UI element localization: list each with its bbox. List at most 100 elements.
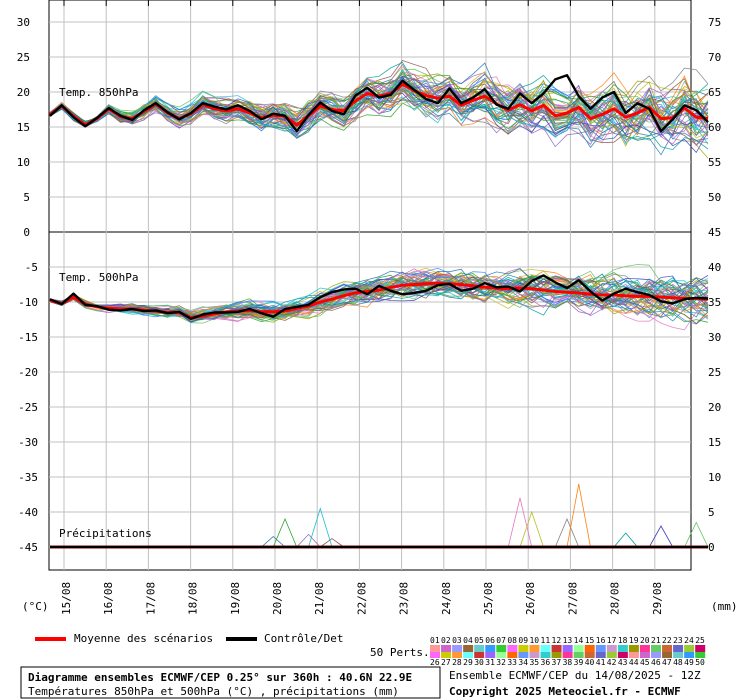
panel-label-850: Temp. 850hPa	[59, 86, 138, 99]
pert-swatch	[540, 652, 551, 658]
pert-number: 01	[430, 636, 440, 645]
pert-number: 21	[651, 636, 661, 645]
pert-number: 43	[618, 658, 628, 667]
perturbation-line	[49, 273, 709, 325]
pert-swatch	[617, 652, 628, 658]
pert-number: 27	[441, 658, 451, 667]
pert-number: 32	[496, 658, 506, 667]
pert-swatch	[673, 652, 684, 658]
pert-swatch	[474, 652, 485, 658]
x-tick-label: 17/08	[144, 582, 157, 615]
axis-ticks: 15/08 16/08 17/08 18/08 19/08 20/08 21/08 22/08…	[17, 0, 721, 615]
y-right-tick-label: 35	[708, 296, 721, 309]
pert-number: 30	[474, 658, 484, 667]
x-tick-label: 27/08	[566, 582, 579, 615]
pert-swatch	[441, 645, 452, 652]
info-subtitle: Températures 850hPa et 500hPa (°C) , pré…	[28, 685, 399, 698]
pert-number: 03	[452, 636, 462, 645]
precip-perturbation-spike	[648, 525, 674, 548]
pert-swatch	[584, 645, 595, 652]
y-left-tick-label: -15	[18, 331, 38, 344]
perturbation-color-grid: 01 02 03 04 05 06 07 08 09 10 11 12 13 14 15 16 17 18 19 20…	[430, 636, 706, 667]
pert-swatch	[551, 652, 562, 658]
perturbation-line	[49, 77, 709, 151]
pert-number: 11	[541, 636, 551, 645]
pert-swatch	[496, 645, 507, 652]
y-left-tick-label: -40	[18, 506, 38, 519]
pert-swatch	[651, 645, 661, 652]
x-tick-label: 25/08	[482, 582, 495, 615]
pert-swatch	[684, 645, 695, 652]
panel-label-500: Temp. 500hPa	[59, 271, 138, 284]
y-right-tick-label: 20	[708, 401, 721, 414]
pert-number: 35	[529, 658, 539, 667]
pert-number: 20	[640, 636, 650, 645]
y-left-tick-label: 20	[17, 86, 30, 99]
y-right-tick-label: 15	[708, 436, 721, 449]
pert-number: 39	[574, 658, 584, 667]
pert-number: 29	[463, 658, 473, 667]
pert-swatch	[651, 652, 661, 658]
perturbation-line	[49, 86, 709, 134]
panel-label-precip: Précipitations	[59, 527, 152, 540]
y-right-tick-label: 60	[708, 121, 721, 134]
perturbation-line	[49, 84, 709, 148]
precip-perturbation-spike	[507, 497, 533, 548]
pert-swatch	[540, 645, 551, 652]
pert-number: 36	[541, 658, 551, 667]
pert-swatch	[518, 652, 529, 658]
pert-number: 06	[485, 636, 495, 645]
pert-swatch	[595, 652, 606, 658]
pert-swatch	[562, 652, 573, 658]
pert-number: 08	[507, 636, 517, 645]
y-right-tick-label: 30	[708, 331, 721, 344]
precip-perturbation-spike	[296, 533, 321, 548]
pert-number: 16	[596, 636, 606, 645]
lower-panel-frame	[48, 231, 692, 571]
y-left-tick-label: -35	[18, 471, 38, 484]
precip-perturbation-spike	[272, 517, 298, 548]
y-left-tick-label: -45	[18, 541, 38, 554]
precip-perturbation-spike	[554, 517, 580, 548]
precip-perturbation-spike	[566, 483, 591, 548]
pert-swatch	[573, 652, 584, 658]
pert-swatch	[496, 652, 507, 658]
pert-number: 07	[496, 636, 506, 645]
precip-perturbation-spike	[519, 510, 544, 548]
pert-number: 18	[618, 636, 628, 645]
legend-perts-label: 50 Perts.	[370, 646, 430, 659]
x-tick-label: 19/08	[229, 582, 242, 615]
pert-swatch	[507, 645, 518, 652]
pert-number: 02	[441, 636, 451, 645]
y-right-tick-label: 25	[708, 366, 721, 379]
y-left-tick-label: -10	[18, 296, 38, 309]
pert-swatch	[628, 652, 639, 658]
pert-number: 48	[673, 658, 683, 667]
pert-number: 41	[596, 658, 606, 667]
pert-number: 04	[463, 636, 473, 645]
precip-perturbation-spike	[308, 507, 333, 548]
pert-number: 47	[662, 658, 672, 667]
pert-number: 09	[518, 636, 528, 645]
pert-swatch	[430, 652, 440, 658]
pert-number: 46	[651, 658, 661, 667]
pert-number: 37	[552, 658, 562, 667]
pert-number: 26	[430, 658, 440, 667]
precip-perturbation-spike	[613, 532, 638, 548]
y-left-tick-label: -20	[18, 366, 38, 379]
pert-swatch	[452, 645, 463, 652]
y-right-tick-label: 50	[708, 191, 721, 204]
pert-swatch	[695, 652, 706, 658]
y-left-tick-label: 25	[17, 51, 30, 64]
y-right-tick-label: 55	[708, 156, 721, 169]
x-tick-label: 15/08	[60, 582, 73, 615]
main-series	[49, 73, 709, 549]
y-left-tick-label: 30	[17, 16, 30, 29]
y-left-tick-label: -5	[25, 261, 38, 274]
x-tick-label: 29/08	[651, 582, 664, 615]
pert-swatch	[617, 645, 628, 652]
pert-swatch	[551, 645, 562, 652]
info-copyright: Copyright 2025 Meteociel.fr - ECMWF	[449, 685, 681, 698]
left-unit-label: (°C)	[22, 600, 49, 613]
pert-number: 10	[529, 636, 539, 645]
